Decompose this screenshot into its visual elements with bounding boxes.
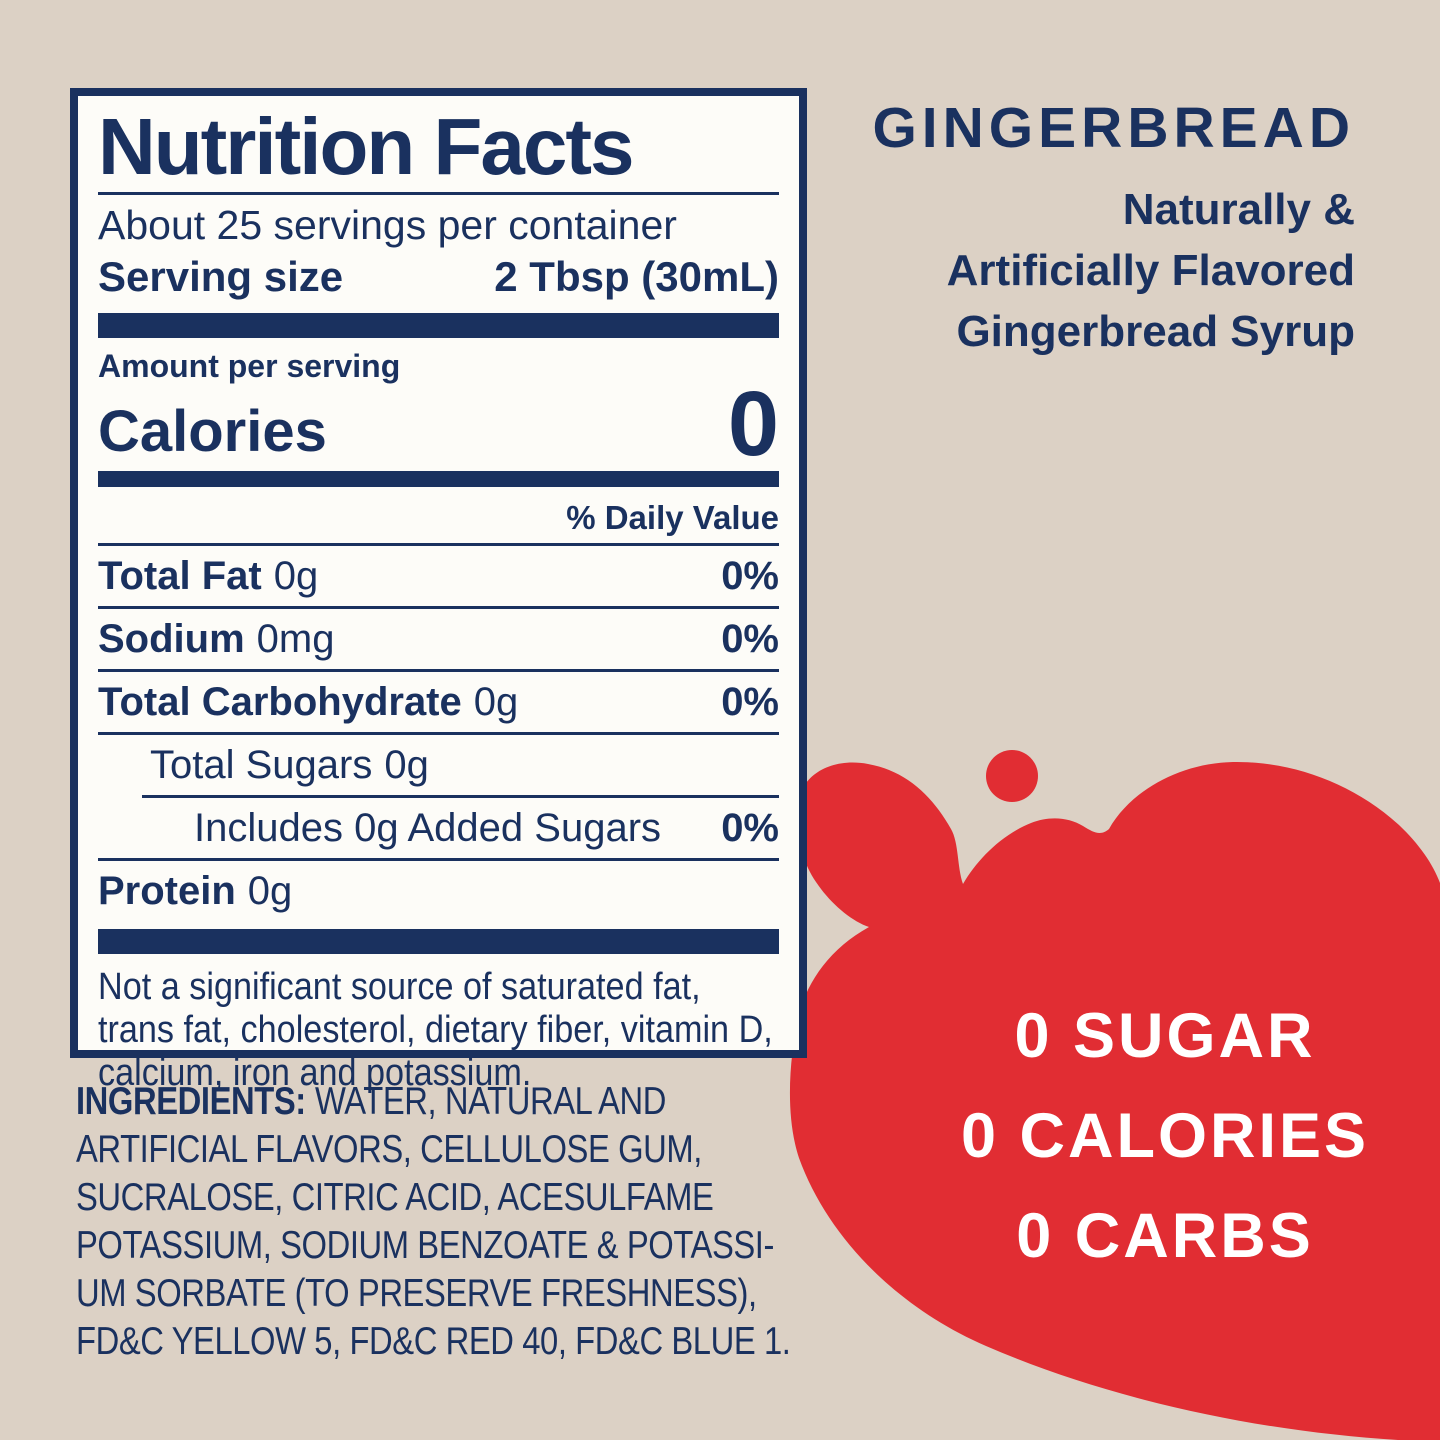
nutrient-row-total-carbohydrate: Total Carbohydrate 0g 0% [98, 672, 779, 735]
serving-size-label: Serving size [98, 253, 344, 301]
nutrient-amount: 0g [273, 553, 319, 598]
ingredients-text: WATER, NATURAL AND [314, 1080, 667, 1123]
ingredients-line: POTASSIUM, SODIUM BENZOATE & POTASSI- [76, 1224, 774, 1267]
calories-row: Calories 0 [98, 373, 779, 476]
claims-block: 0 SUGAR 0 CALORIES 0 CARBS [950, 986, 1380, 1286]
nutrient-amount: 0g [473, 679, 519, 724]
ingredients-line: ARTIFICIAL FLAVORS, CELLULOSE GUM, [76, 1128, 702, 1171]
nutrient-daily-value: 0% [721, 616, 779, 661]
nutrient-name: Protein [98, 868, 236, 913]
nutrient-amount: 0mg [256, 616, 335, 661]
nutrient-row-total-sugars: Total Sugars 0g [98, 735, 779, 795]
nutrient-amount: 0g [384, 742, 429, 787]
nutrient-name: Sodium [98, 616, 245, 661]
nutrient-daily-value: 0% [721, 553, 779, 598]
ingredients-line: UM SORBATE (TO PRESERVE FRESHNESS), [76, 1272, 757, 1315]
nutrient-row-sodium: Sodium 0mg 0% [98, 609, 779, 672]
splash-droplet [986, 750, 1038, 802]
flavor-descriptor-line: Gingerbread Syrup [956, 307, 1355, 356]
nutrient-daily-value: 0% [721, 805, 779, 850]
nutrient-name: Total Fat [98, 553, 262, 598]
flavor-name: GINGERBREAD [872, 96, 1355, 160]
nutrition-facts-title: Nutrition Facts [98, 102, 634, 191]
claim-calories: 0 CALORIES [960, 1101, 1370, 1171]
nutrient-amount: 0g [247, 868, 293, 913]
ingredients-line: INGREDIENTS: WATER, NATURAL AND [76, 1078, 832, 1126]
serving-size-row: Serving size 2 Tbsp (30mL) [98, 253, 779, 301]
claim-carbs: 0 CARBS [1016, 1201, 1314, 1271]
servings-per-container: About 25 servings per container [98, 202, 677, 249]
divider [98, 192, 779, 196]
ingredients-block: INGREDIENTS: WATER, NATURAL AND ARTIFICIA… [76, 1078, 832, 1366]
nutrient-row-total-fat: Total Fat 0g 0% [98, 546, 779, 609]
thick-divider [98, 470, 779, 487]
flavor-block: GINGERBREAD Naturally & Artificially Fla… [872, 100, 1355, 362]
daily-value-header: % Daily Value [98, 491, 779, 546]
indented-divider [142, 794, 779, 798]
thick-divider [98, 313, 779, 339]
flavor-descriptor-line: Artificially Flavored [946, 246, 1355, 295]
splash-blob [789, 761, 1440, 1440]
nutrient-daily-value: 0% [721, 679, 779, 724]
thick-divider [98, 928, 779, 954]
nutrient-name: Total Carbohydrate [98, 679, 462, 724]
ingredients-line: SUCRALOSE, CITRIC ACID, ACESULFAME [76, 1176, 714, 1219]
nutrient-row-added-sugars: Includes 0g Added Sugars 0% [98, 798, 779, 861]
nutrient-name: Total Sugars [150, 742, 373, 787]
amount-per-serving-label: Amount per serving [98, 348, 401, 385]
serving-size-value: 2 Tbsp (30mL) [494, 253, 779, 301]
footnote: Not a significant source of saturated fa… [98, 965, 773, 1094]
calories-label: Calories [98, 398, 327, 464]
ingredients-label: INGREDIENTS: [76, 1080, 306, 1123]
claim-sugar: 0 SUGAR [1014, 1001, 1316, 1071]
flavor-descriptor-line: Naturally & [1122, 185, 1355, 234]
nutrition-facts-panel: Nutrition Facts About 25 servings per co… [70, 88, 807, 1094]
flavor-descriptor: Naturally & Artificially Flavored Ginger… [872, 179, 1355, 362]
nutrient-row-protein: Protein 0g [98, 861, 779, 921]
nutrient-name: Includes 0g Added Sugars [194, 805, 662, 850]
ingredients-line: FD&C YELLOW 5, FD&C RED 40, FD&C BLUE 1. [76, 1320, 791, 1363]
calories-value: 0 [727, 373, 779, 476]
